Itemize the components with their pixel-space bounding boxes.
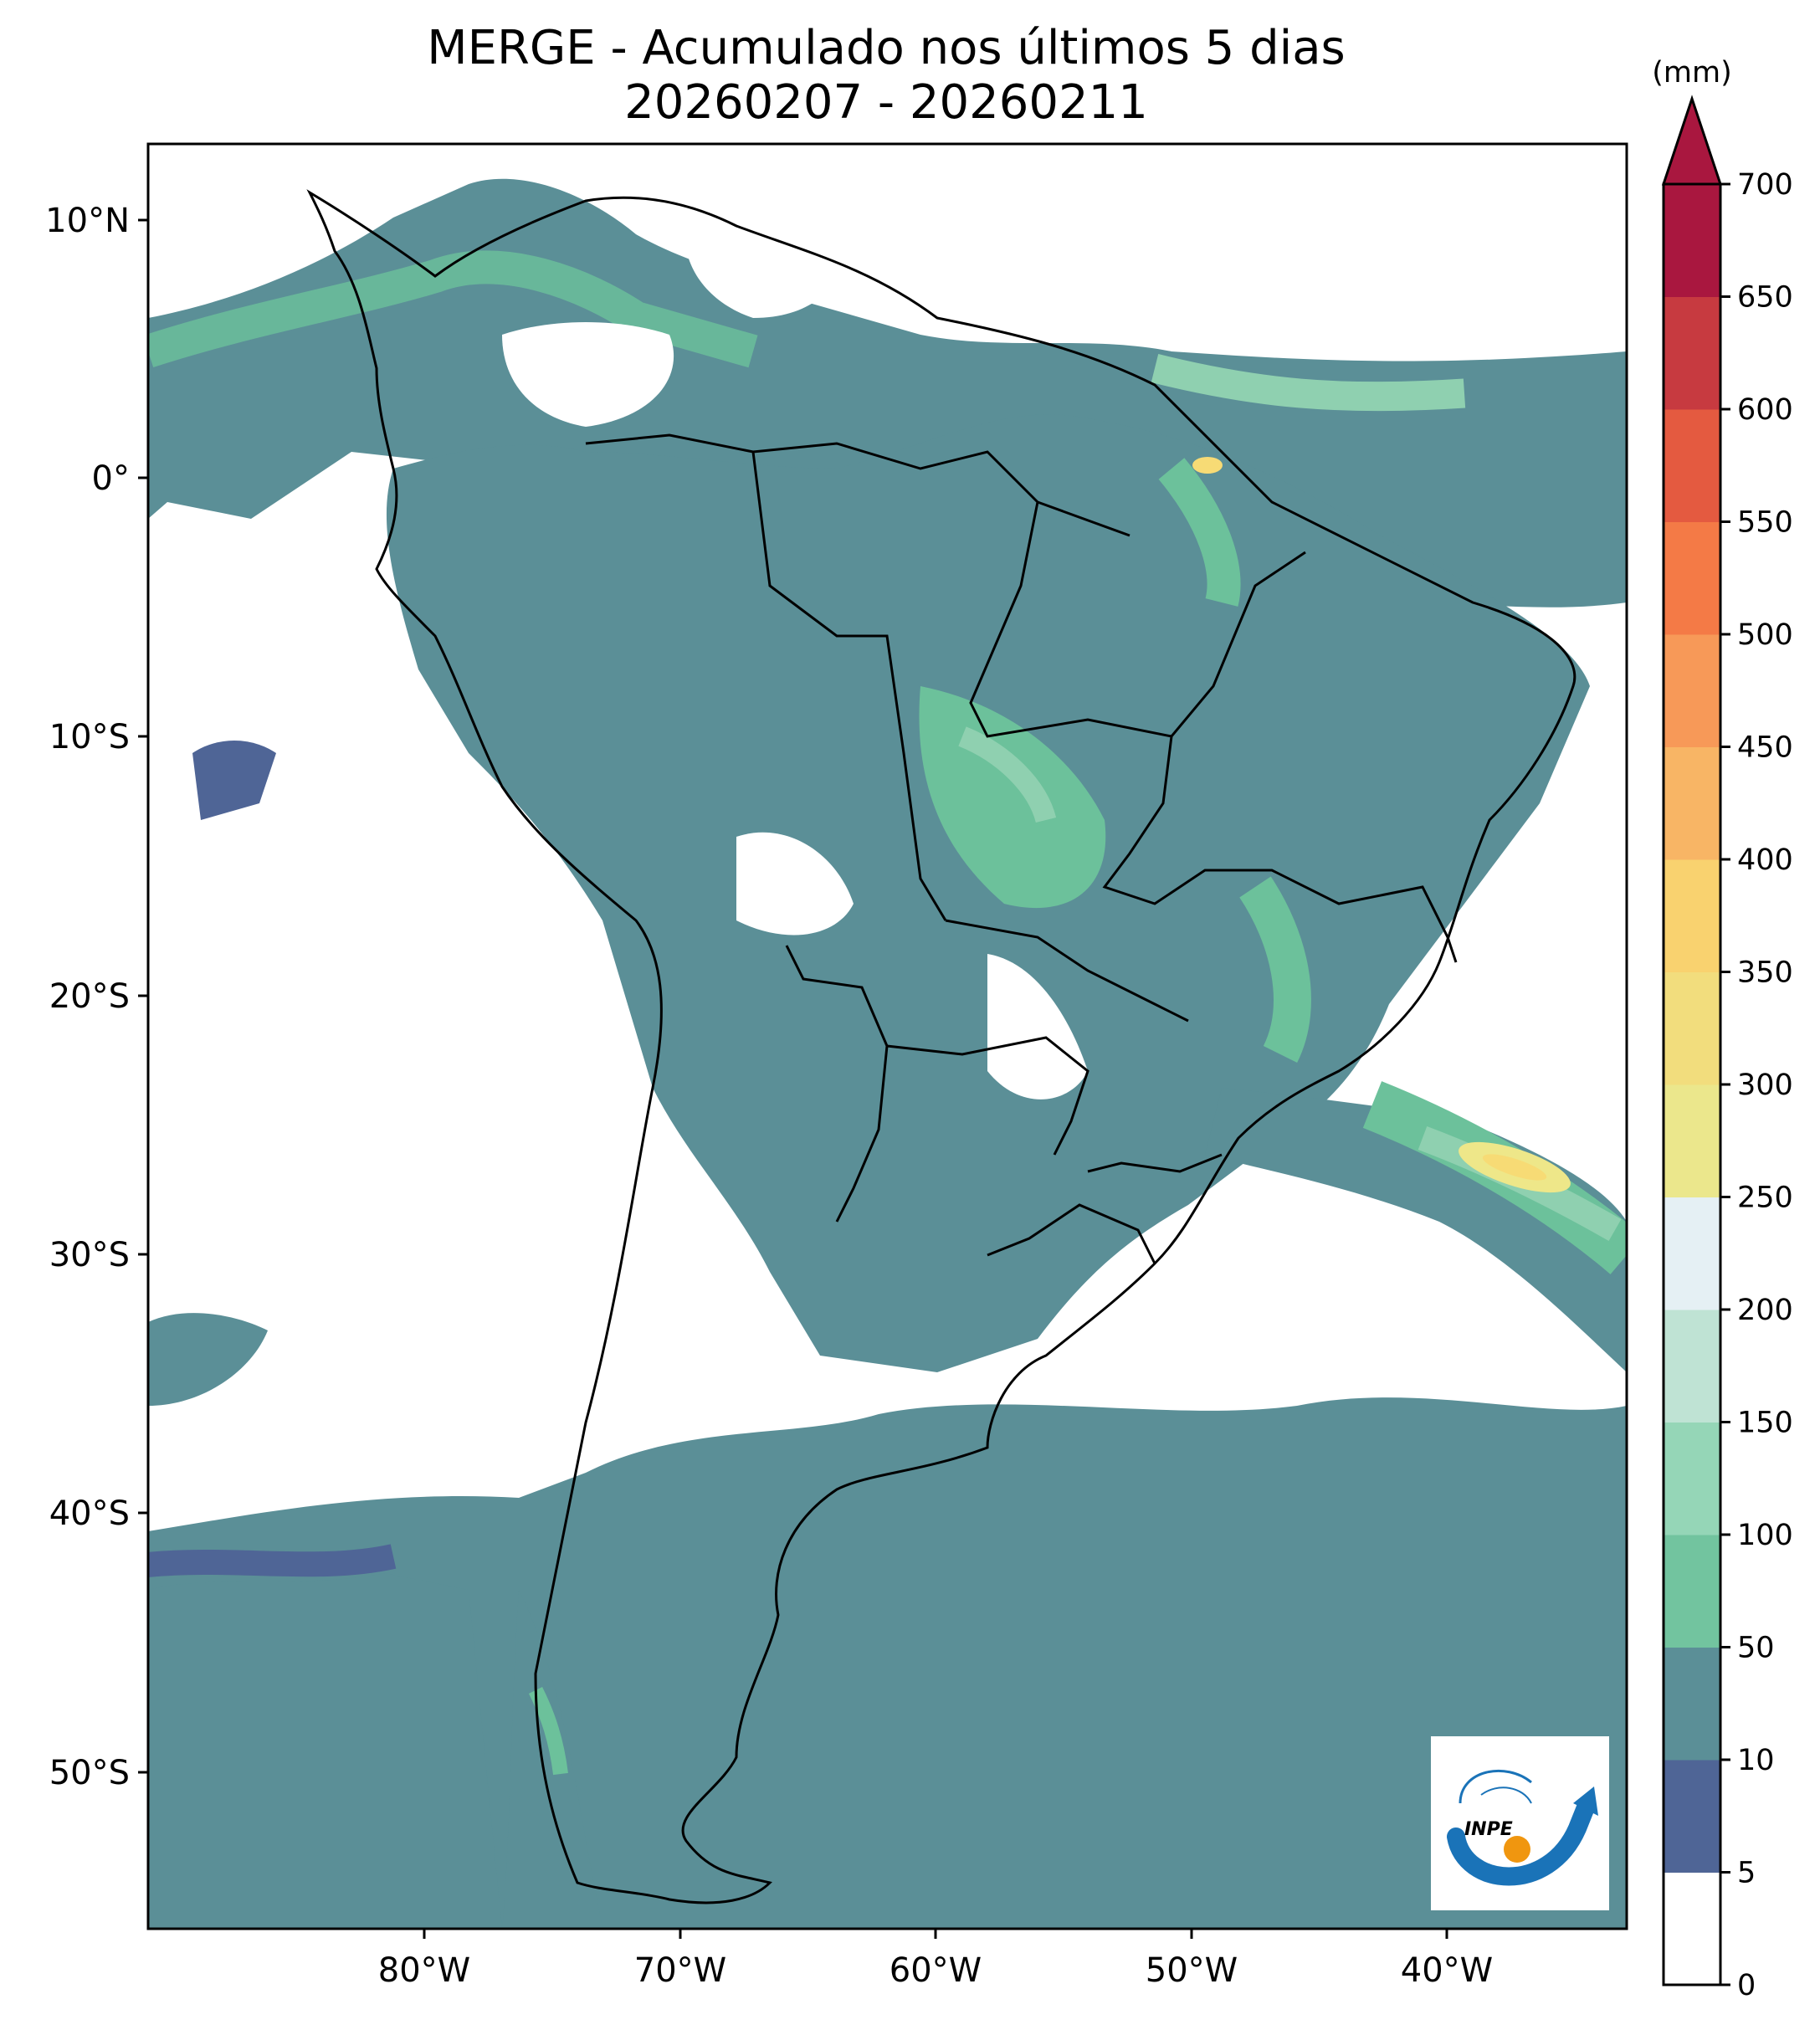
colorbar-tick-label: 100 <box>1737 1519 1793 1552</box>
colorbar-segment <box>1664 296 1720 410</box>
lon-tick-80w: 80°W <box>378 1951 470 1990</box>
colorbar-segment <box>1664 1422 1720 1535</box>
colorbar-tick-label: 250 <box>1737 1182 1793 1215</box>
map-title: MERGE - Acumulado nos últimos 5 dias <box>427 21 1346 75</box>
colorbar-tick-label: 350 <box>1737 956 1793 990</box>
colorbar-tick-label: 500 <box>1737 618 1793 652</box>
colorbar-segment <box>1664 409 1720 522</box>
colorbar: (mm) 0 5 10 50 100 150 200 250 300 350 400 450 500 55… <box>1652 56 1793 2002</box>
colorbar-segment <box>1664 859 1720 972</box>
colorbar-segment <box>1664 634 1720 747</box>
lat-tick-20s: 20°S <box>49 977 130 1016</box>
lat-tick-10s: 10°S <box>49 718 130 756</box>
map-subtitle-date-range: 20260207 - 20260211 <box>624 75 1148 130</box>
colorbar-extend-arrow <box>1661 95 1723 186</box>
colorbar-tick-label: 50 <box>1737 1632 1775 1665</box>
colorbar-tick-label: 300 <box>1737 1069 1793 1102</box>
coastlines-and-borders <box>306 189 1576 1904</box>
colorbar-tick-label: 150 <box>1737 1407 1793 1440</box>
lat-tick-0: 0° <box>92 459 130 498</box>
south-america-coastline <box>306 189 1576 1904</box>
precipitation-field <box>148 144 1627 1929</box>
lon-tick-70w: 70°W <box>634 1951 726 1990</box>
precip-max-amapa <box>1192 457 1223 474</box>
inpe-logo: INPE <box>1431 1736 1609 1910</box>
colorbar-segment <box>1664 1084 1720 1197</box>
colorbar-segment <box>1664 1647 1720 1761</box>
lat-tick-30s: 30°S <box>49 1236 130 1274</box>
colorbar-unit: (mm) <box>1652 56 1732 90</box>
colorbar-tick-label: 400 <box>1737 843 1793 877</box>
border-lines <box>585 433 1458 1264</box>
map-frame <box>146 142 1628 1930</box>
lat-tick-40s: 40°S <box>49 1494 130 1533</box>
colorbar-segment <box>1664 1535 1720 1648</box>
colorbar-tick-label: 450 <box>1737 731 1793 765</box>
colorbar-tick-label: 700 <box>1737 168 1793 202</box>
lon-tick-50w: 50°W <box>1146 1951 1238 1990</box>
colorbar-tick-label: 5 <box>1737 1857 1756 1890</box>
colorbar-segment <box>1664 746 1720 860</box>
colorbar-segment <box>1664 1310 1720 1423</box>
latitude-axis: 10°N 0° 10°S 20°S 30°S 40°S 50°S <box>45 202 148 1792</box>
colorbar-tick-label: 650 <box>1737 281 1793 315</box>
precip-area-continent <box>386 414 1590 1372</box>
colorbar-segment <box>1664 1197 1720 1310</box>
colorbar-segment <box>1664 1760 1720 1873</box>
inpe-logo-text: INPE <box>1464 1819 1513 1840</box>
colorbar-segment <box>1664 971 1720 1085</box>
inpe-logo-icon: INPE <box>1447 1769 1598 1886</box>
colorbar-segment <box>1664 184 1720 297</box>
precip-area-south-pacific <box>148 1573 502 1929</box>
lon-tick-40w: 40°W <box>1401 1951 1493 1990</box>
lon-tick-60w: 60°W <box>889 1951 982 1990</box>
colorbar-segment <box>1664 521 1720 635</box>
colorbar-segment <box>1664 1872 1720 1986</box>
colorbar-tick-label: 0 <box>1737 1969 1756 2002</box>
lat-tick-50s: 50°S <box>49 1754 130 1792</box>
colorbar-tick-label: 600 <box>1737 393 1793 427</box>
colorbar-tick-label: 200 <box>1737 1294 1793 1327</box>
colorbar-tick-label: 550 <box>1737 506 1793 540</box>
longitude-axis: 80°W 70°W 60°W 50°W 40°W <box>378 1929 1493 1990</box>
colorbar-tick-label: 10 <box>1737 1744 1775 1777</box>
lat-tick-10n: 10°N <box>45 202 130 240</box>
